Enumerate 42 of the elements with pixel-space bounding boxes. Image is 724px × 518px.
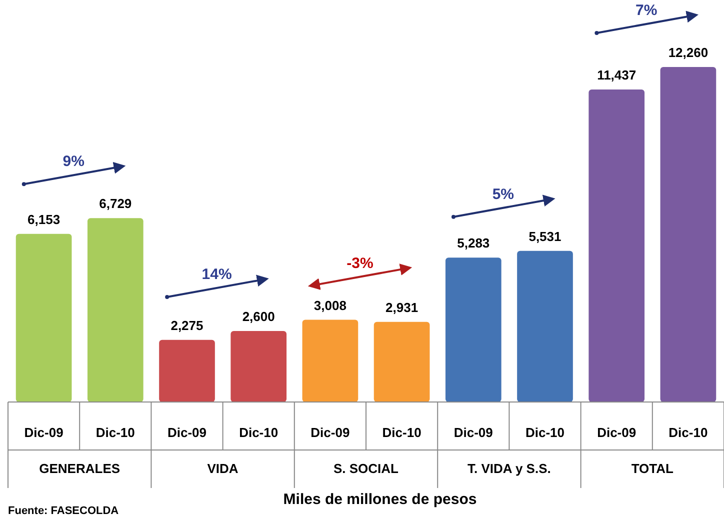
x-tick-label: Dic-10 <box>239 425 278 440</box>
text: VIDA <box>207 461 239 476</box>
annotation: 14% <box>202 266 232 283</box>
text: GENERALES <box>39 461 120 476</box>
bar <box>230 330 287 402</box>
bar <box>660 67 716 402</box>
bar <box>16 234 72 402</box>
data-label: 2,600 <box>242 308 275 324</box>
data-label: 3,008 <box>314 298 346 313</box>
bar <box>159 340 215 402</box>
x-tick-label: Dic-09 <box>597 425 636 440</box>
data-label: 2,931 <box>386 300 418 315</box>
x-tick-label: Dic-09 <box>24 425 64 440</box>
bar <box>302 320 358 402</box>
source-note: Fuente: FASECOLDA <box>8 505 119 517</box>
x-tick-label: Dic-09 <box>454 425 493 440</box>
data-label: 5,283 <box>457 236 490 251</box>
annotation: 5% <box>492 186 514 203</box>
data-label: 6,153 <box>28 212 60 227</box>
bar <box>87 218 144 402</box>
text: T. VIDA y S.S. <box>468 461 551 476</box>
data-label: 6,729 <box>99 196 132 212</box>
bar <box>445 258 502 402</box>
data-label: 2,275 <box>170 318 204 333</box>
data-label: 5,531 <box>528 228 562 244</box>
annotation: -3% <box>346 254 374 272</box>
text: TOTAL <box>631 461 674 476</box>
x-tick-label: Dic-10 <box>668 425 708 440</box>
data-label: 11,437 <box>597 67 636 82</box>
annotation: 9% <box>62 153 84 170</box>
x-axis-title: Miles de millones de pesos <box>283 491 477 508</box>
bar <box>588 89 645 402</box>
x-tick-label: Dic-09 <box>167 425 207 440</box>
text: S. SOCIAL <box>333 461 399 476</box>
x-tick-label: Dic-09 <box>310 425 350 440</box>
bar <box>517 250 573 402</box>
x-tick-label: Dic-10 <box>525 425 565 440</box>
bar <box>374 322 430 402</box>
x-tick-label: Dic-10 <box>96 425 135 440</box>
text: 7% <box>636 2 658 19</box>
data-label: 12,260 <box>668 45 708 60</box>
x-tick-label: Dic-10 <box>382 425 422 440</box>
